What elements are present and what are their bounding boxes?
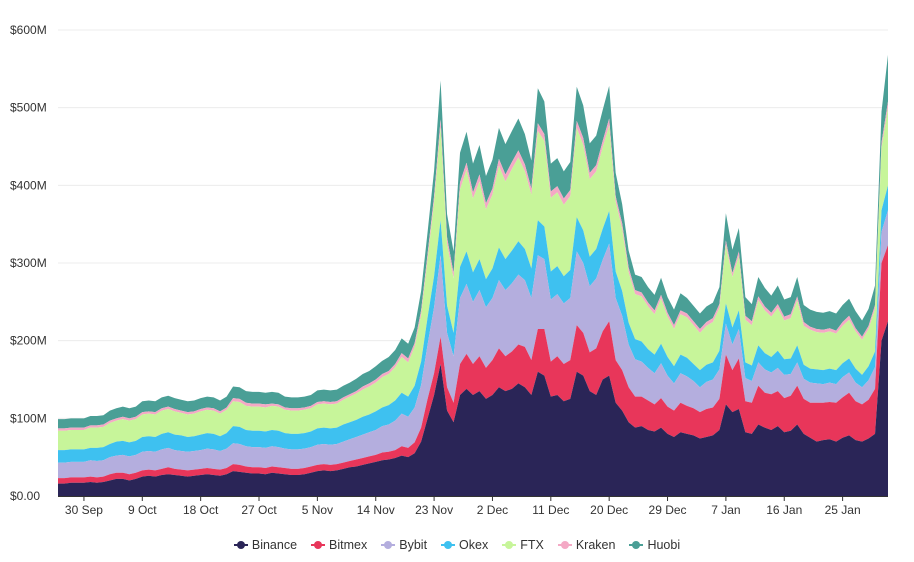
area-bitmex bbox=[58, 245, 888, 484]
x-tick-label: 25 Jan bbox=[825, 503, 861, 517]
legend-label: FTX bbox=[520, 538, 544, 552]
legend-item-huobi[interactable]: Huobi bbox=[629, 538, 680, 552]
legend: Binance Bitmex Bybit Okex FTX Kraken Huobi bbox=[0, 535, 914, 555]
legend-item-okex[interactable]: Okex bbox=[441, 538, 488, 552]
x-tick-label: 7 Jan bbox=[711, 503, 740, 517]
legend-marker-icon bbox=[233, 540, 248, 550]
y-tick-label: $0.00 bbox=[10, 489, 40, 503]
x-tick-label: 16 Jan bbox=[766, 503, 802, 517]
legend-label: Huobi bbox=[647, 538, 681, 552]
legend-marker-icon bbox=[311, 540, 326, 550]
legend-item-ftx[interactable]: FTX bbox=[502, 538, 544, 552]
legend-marker-icon bbox=[381, 540, 396, 550]
x-tick-label: 14 Nov bbox=[357, 503, 395, 517]
legend-label: Bybit bbox=[399, 538, 428, 552]
area-series-group bbox=[58, 54, 888, 496]
y-tick-label: $200M bbox=[10, 334, 47, 348]
legend-label: Kraken bbox=[575, 538, 616, 552]
legend-marker-icon bbox=[557, 540, 572, 550]
x-tick-label: 23 Nov bbox=[415, 503, 453, 517]
legend-label: Bitmex bbox=[329, 538, 368, 552]
x-tick-label: 27 Oct bbox=[241, 503, 277, 517]
area-binance bbox=[58, 321, 888, 496]
x-tick-label: 5 Nov bbox=[302, 503, 333, 517]
legend-label: Binance bbox=[251, 538, 298, 552]
x-tick-label: 29 Dec bbox=[649, 503, 687, 517]
area-ftx bbox=[58, 107, 888, 451]
x-tick-label: 18 Oct bbox=[183, 503, 219, 517]
y-tick-label: $100M bbox=[10, 411, 47, 425]
y-tick-label: $300M bbox=[10, 256, 47, 270]
legend-item-kraken[interactable]: Kraken bbox=[557, 538, 616, 552]
x-tick-label: 30 Sep bbox=[65, 503, 103, 517]
x-tick-label: 9 Oct bbox=[128, 503, 157, 517]
legend-label: Okex bbox=[459, 538, 489, 552]
area-bybit bbox=[58, 210, 888, 479]
x-tick-label: 20 Dec bbox=[590, 503, 628, 517]
x-tick-label: 2 Dec bbox=[477, 503, 508, 517]
y-axis-ticks: $0.00 $100M $200M $300M $400M $500M $600M bbox=[10, 23, 47, 503]
y-tick-label: $600M bbox=[10, 23, 47, 37]
x-tick-label: 11 Dec bbox=[532, 503, 569, 517]
legend-item-binance[interactable]: Binance bbox=[233, 538, 298, 552]
legend-marker-icon bbox=[629, 540, 644, 550]
x-axis-ticks: 30 Sep 9 Oct 18 Oct 27 Oct 5 Nov 14 Nov 23 Nov… bbox=[65, 496, 861, 517]
y-tick-label: $500M bbox=[10, 101, 47, 115]
stacked-area-chart: $0.00 $100M $200M $300M $400M $500M $600M 30 S… bbox=[10, 23, 888, 517]
legend-marker-icon bbox=[441, 540, 456, 550]
y-tick-label: $400M bbox=[10, 178, 47, 192]
legend-item-bitmex[interactable]: Bitmex bbox=[311, 538, 367, 552]
legend-marker-icon bbox=[502, 540, 517, 550]
legend-item-bybit[interactable]: Bybit bbox=[381, 538, 427, 552]
